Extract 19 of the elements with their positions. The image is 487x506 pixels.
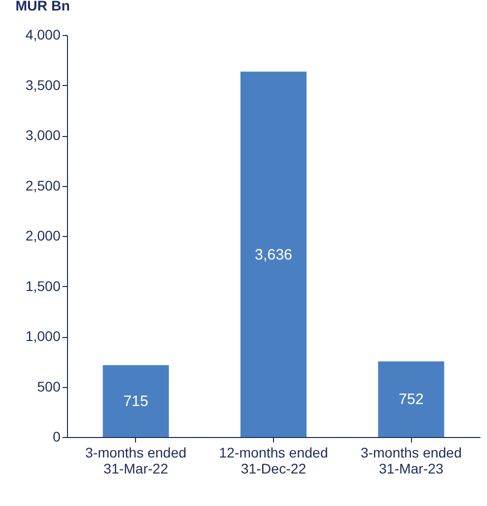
data-label: 752	[398, 391, 424, 408]
data-label: 715	[123, 393, 148, 410]
y-tick-label: 2,000	[25, 228, 61, 244]
bar	[240, 72, 307, 437]
bar	[102, 365, 169, 437]
y-tick-label: 500	[37, 378, 61, 394]
y-tick-label: 3,000	[25, 127, 61, 143]
y-tick-label: 1,000	[25, 328, 61, 344]
data-label: 3,636	[254, 246, 292, 264]
y-tick-label: 2,500	[25, 177, 61, 194]
y-axis-title: MUR Bn	[16, 0, 70, 14]
x-tick-label: 12-months ended 31-Dec-22	[219, 444, 328, 476]
y-tick-label: 1,500	[25, 278, 61, 294]
x-tick-label: 3-months ended 31-Mar-23	[360, 444, 462, 476]
y-tick-label: 0	[52, 428, 61, 444]
x-tick-label: 3-months ended 31-Mar-22	[85, 444, 186, 476]
y-tick-label: 3,500	[25, 76, 61, 93]
y-tick-label: 4,000	[25, 26, 61, 42]
bar	[378, 361, 444, 437]
